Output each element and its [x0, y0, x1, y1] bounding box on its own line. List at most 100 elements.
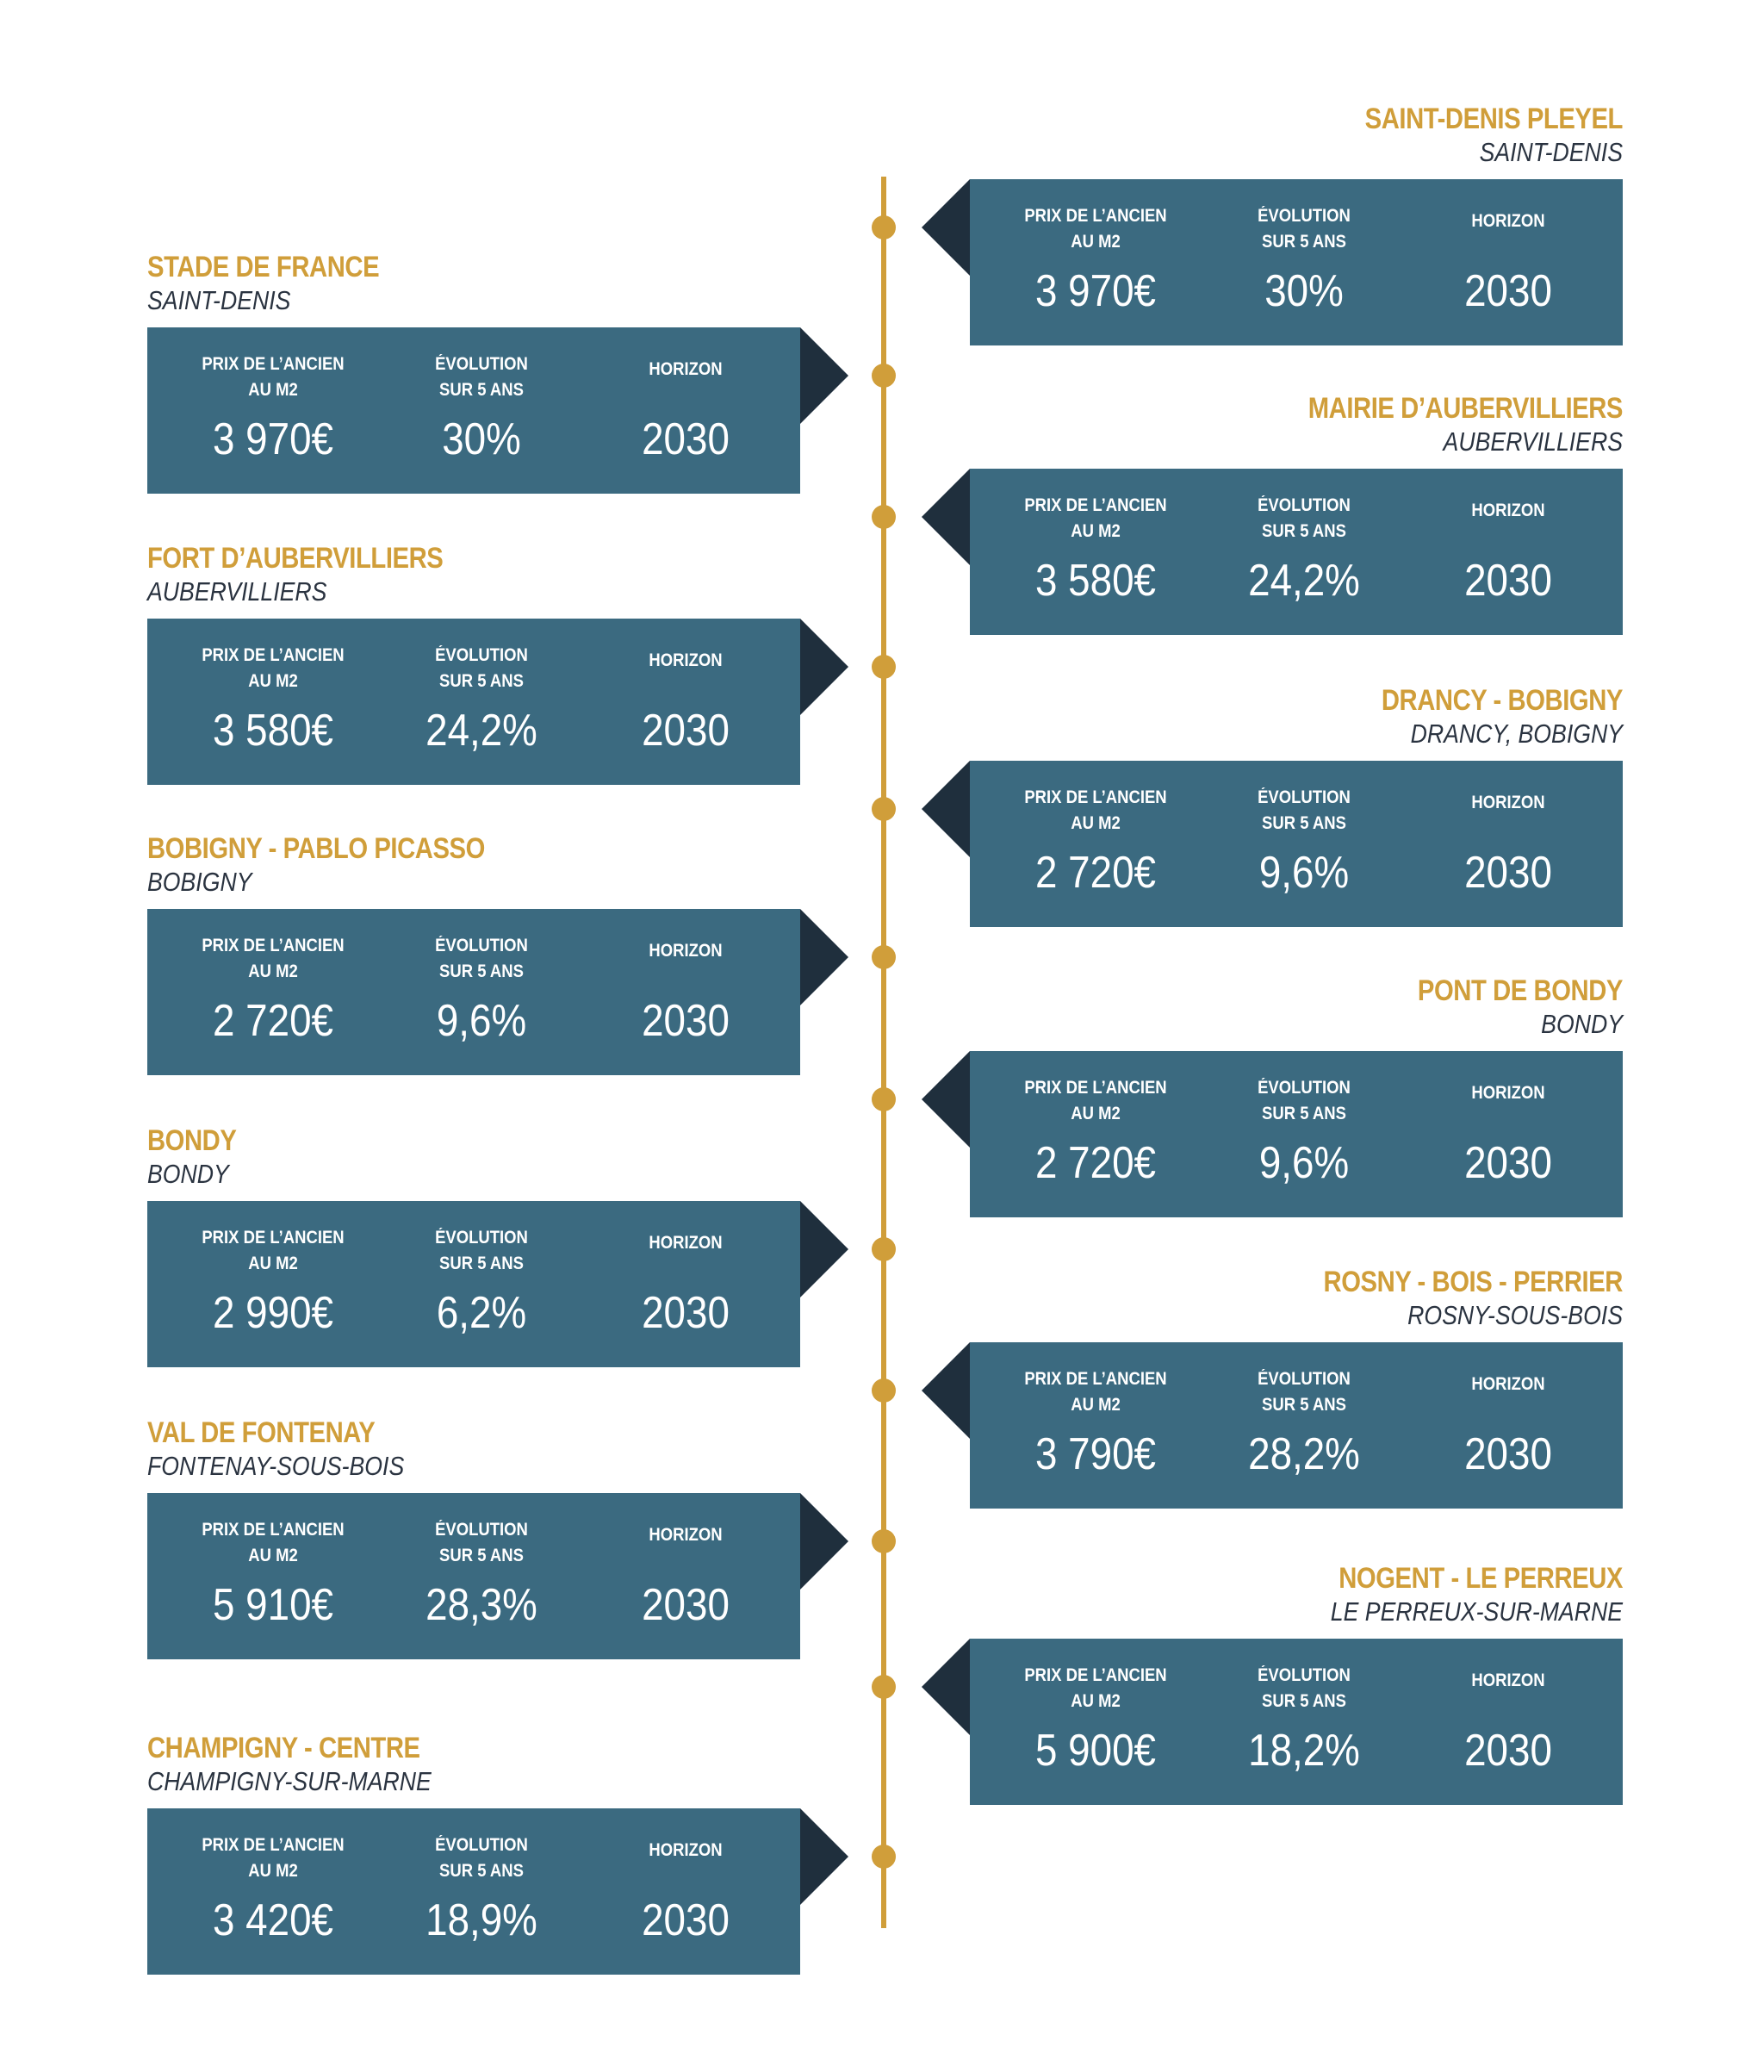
timeline-dot — [872, 1529, 896, 1553]
card-arrow — [922, 1051, 970, 1148]
evolution-label: ÉVOLUTION SUR 5 ANS — [387, 643, 576, 694]
price-label: PRIX DE L’ANCIEN AU M2 — [1001, 1366, 1190, 1418]
evolution-label: ÉVOLUTION SUR 5 ANS — [1209, 1663, 1399, 1714]
price-label-line: PRIX DE L’ANCIEN — [1024, 495, 1167, 515]
price-label-line: AU M2 — [1071, 813, 1121, 833]
station-card: PRIX DE L’ANCIEN AU M2 3 580€ ÉVOLUTION SUR … — [922, 469, 1623, 635]
horizon-label: HORIZON — [591, 938, 780, 964]
price-value: 3 420€ — [213, 1895, 333, 1945]
station-entry: NOGENT - LE PERREUX LE PERREUX-SUR-MARNE P… — [922, 1562, 1623, 1805]
horizon-label-line: HORIZON — [649, 1233, 723, 1253]
evolution-label-line: SUR 5 ANS — [439, 1254, 524, 1273]
evolution-label: ÉVOLUTION SUR 5 ANS — [387, 1832, 576, 1884]
horizon-value: 2030 — [1464, 1726, 1552, 1776]
station-city: SAINT-DENIS — [1479, 137, 1623, 167]
price-value: 2 720€ — [213, 996, 333, 1046]
station-entry: CHAMPIGNY - CENTRE CHAMPIGNY-SUR-MARNE PRI… — [147, 1732, 848, 1975]
price-label: PRIX DE L’ANCIEN AU M2 — [178, 1517, 368, 1569]
card-arrow — [800, 327, 848, 424]
timeline-dot — [872, 797, 896, 821]
horizon-label: HORIZON — [1413, 208, 1603, 234]
station-city: AUBERVILLIERS — [1443, 426, 1623, 457]
evolution-label-line: ÉVOLUTION — [1258, 787, 1351, 807]
evolution-label: ÉVOLUTION SUR 5 ANS — [1209, 493, 1399, 544]
evolution-label-line: SUR 5 ANS — [1262, 1104, 1346, 1123]
horizon-value: 2030 — [642, 1580, 730, 1630]
evolution-label-line: ÉVOLUTION — [1258, 1665, 1351, 1685]
evolution-value: 9,6% — [436, 996, 527, 1046]
horizon-value: 2030 — [1464, 266, 1552, 316]
evolution-value: 28,3% — [425, 1580, 537, 1630]
card-arrow — [800, 619, 848, 715]
price-value: 5 900€ — [1035, 1726, 1156, 1776]
station-city: CHAMPIGNY-SUR-MARNE — [147, 1766, 432, 1796]
price-label: PRIX DE L’ANCIEN AU M2 — [1001, 493, 1190, 544]
evolution-label-line: ÉVOLUTION — [435, 354, 528, 374]
station-card: PRIX DE L’ANCIEN AU M2 3 420€ ÉVOLUTION SUR … — [147, 1808, 848, 1975]
evolution-label-line: SUR 5 ANS — [439, 961, 524, 981]
station-header: BOBIGNY - PABLO PICASSO BOBIGNY — [147, 831, 800, 899]
price-label: PRIX DE L’ANCIEN AU M2 — [178, 1225, 368, 1277]
evolution-label-line: SUR 5 ANS — [1262, 1691, 1346, 1711]
station-entry: ROSNY - BOIS - PERRIER ROSNY-SOUS-BOIS PRI… — [922, 1266, 1623, 1509]
timeline-dot — [872, 1675, 896, 1699]
station-city: BONDY — [147, 1159, 229, 1189]
station-entry: FORT D’AUBERVILLIERS AUBERVILLIERS PRIX DE… — [147, 542, 848, 785]
evolution-value: 18,2% — [1248, 1726, 1360, 1776]
price-value: 3 580€ — [213, 706, 333, 756]
horizon-value: 2030 — [1464, 1138, 1552, 1188]
price-value: 2 720€ — [1035, 1138, 1156, 1188]
evolution-label: ÉVOLUTION SUR 5 ANS — [1209, 203, 1399, 255]
timeline-line — [881, 177, 886, 1928]
station-title: PONT DE BONDY — [1417, 974, 1624, 1007]
station-card: PRIX DE L’ANCIEN AU M2 5 910€ ÉVOLUTION SUR … — [147, 1493, 848, 1659]
timeline-dot — [872, 945, 896, 969]
horizon-label-line: HORIZON — [1471, 1083, 1545, 1103]
horizon-label-line: HORIZON — [1471, 1671, 1545, 1690]
price-label-line: AU M2 — [248, 961, 298, 981]
evolution-label: ÉVOLUTION SUR 5 ANS — [1209, 1366, 1399, 1418]
timeline-dot — [872, 1087, 896, 1111]
evolution-value: 28,2% — [1248, 1429, 1360, 1479]
horizon-value: 2030 — [1464, 848, 1552, 898]
card-arrow — [922, 469, 970, 565]
timeline-dot — [872, 364, 896, 388]
station-header: DRANCY - BOBIGNY DRANCY, BOBIGNY — [970, 683, 1624, 750]
station-entry: VAL DE FONTENAY FONTENAY-SOUS-BOIS PRIX DE… — [147, 1416, 848, 1659]
timeline-dot — [872, 1378, 896, 1403]
station-city: AUBERVILLIERS — [147, 576, 327, 607]
horizon-value: 2030 — [642, 706, 730, 756]
horizon-value: 2030 — [1464, 556, 1552, 606]
station-entry: PONT DE BONDY BONDY PRIX DE L’ANCIEN AU M2 2… — [922, 974, 1623, 1217]
station-title: VAL DE FONTENAY — [147, 1416, 376, 1449]
evolution-value: 24,2% — [425, 706, 537, 756]
card-arrow — [922, 1639, 970, 1735]
evolution-label: ÉVOLUTION SUR 5 ANS — [387, 1517, 576, 1569]
evolution-label: ÉVOLUTION SUR 5 ANS — [1209, 1075, 1399, 1127]
horizon-label: HORIZON — [1413, 1668, 1603, 1694]
price-label-line: AU M2 — [248, 1861, 298, 1881]
station-header: CHAMPIGNY - CENTRE CHAMPIGNY-SUR-MARNE — [147, 1731, 800, 1798]
evolution-value: 9,6% — [1258, 1138, 1350, 1188]
price-label-line: PRIX DE L’ANCIEN — [1024, 1369, 1167, 1389]
horizon-label: HORIZON — [591, 1230, 780, 1256]
station-entry: SAINT-DENIS PLEYEL SAINT-DENIS PRIX DE L’A… — [922, 103, 1623, 345]
card-arrow — [922, 1342, 970, 1439]
price-label-line: AU M2 — [1071, 521, 1121, 541]
station-card: PRIX DE L’ANCIEN AU M2 3 970€ ÉVOLUTION SUR … — [922, 179, 1623, 345]
card-arrow — [800, 1493, 848, 1590]
station-header: NOGENT - LE PERREUX LE PERREUX-SUR-MARNE — [970, 1561, 1624, 1628]
station-city: FONTENAY-SOUS-BOIS — [147, 1451, 405, 1481]
card-arrow — [922, 179, 970, 276]
station-header: PONT DE BONDY BONDY — [970, 974, 1624, 1041]
station-card: PRIX DE L’ANCIEN AU M2 2 720€ ÉVOLUTION SUR … — [922, 1051, 1623, 1217]
station-header: MAIRIE D’AUBERVILLIERS AUBERVILLIERS — [970, 391, 1624, 458]
price-value: 3 790€ — [1035, 1429, 1156, 1479]
card-arrow — [922, 761, 970, 857]
evolution-label-line: ÉVOLUTION — [1258, 1078, 1351, 1098]
station-card: PRIX DE L’ANCIEN AU M2 2 990€ ÉVOLUTION SUR … — [147, 1201, 848, 1367]
price-label: PRIX DE L’ANCIEN AU M2 — [178, 933, 368, 985]
price-label-line: PRIX DE L’ANCIEN — [202, 1228, 345, 1248]
price-label: PRIX DE L’ANCIEN AU M2 — [178, 643, 368, 694]
station-header: SAINT-DENIS PLEYEL SAINT-DENIS — [970, 102, 1624, 169]
